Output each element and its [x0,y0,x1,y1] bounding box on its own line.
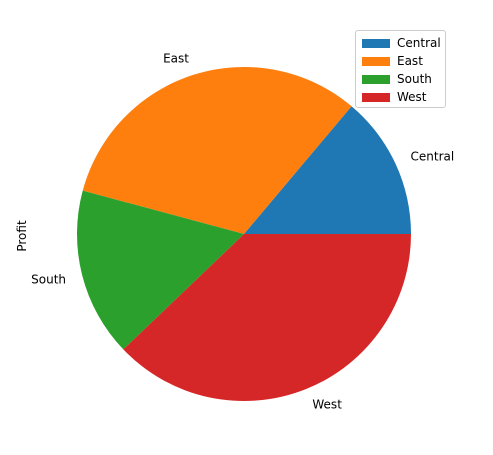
pie-slices [77,67,411,401]
legend-label-central: Central [397,36,441,50]
legend-swatch-west [362,93,390,102]
legend-label-east: East [397,54,423,68]
legend-entry-south: South [362,70,445,88]
pie-label-east: East [163,52,189,66]
legend-entry-west: West [362,88,445,106]
legend-entry-central: Central [362,34,445,52]
legend-label-south: South [397,72,432,86]
legend: Central East South West [355,30,446,108]
legend-swatch-central [362,39,390,48]
y-axis-label: Profit [15,220,29,252]
pie-label-west: West [312,398,342,412]
legend-swatch-east [362,57,390,66]
legend-swatch-south [362,75,390,84]
legend-label-west: West [397,90,427,104]
legend-entry-east: East [362,52,445,70]
pie-label-south: South [31,273,66,287]
pie-label-central: Central [411,150,455,164]
